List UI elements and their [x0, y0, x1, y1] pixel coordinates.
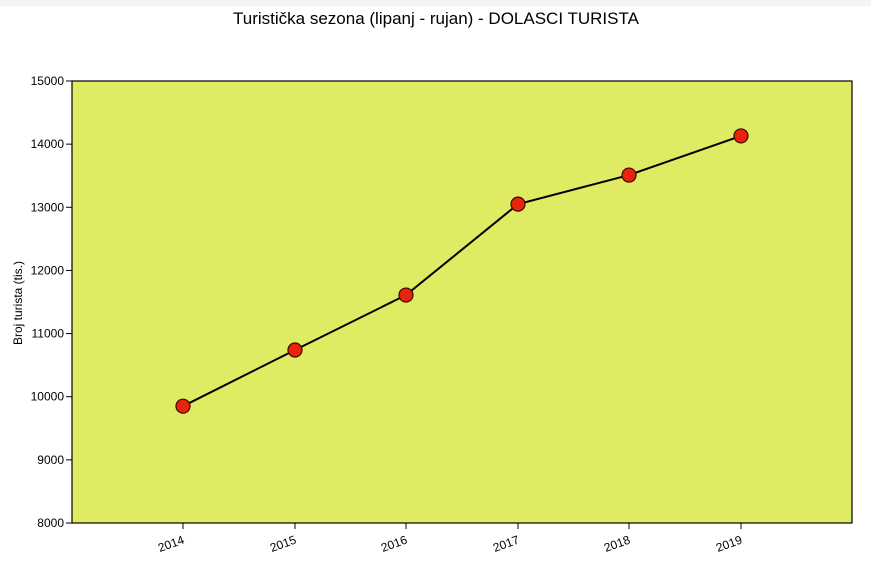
data-point [398, 287, 414, 303]
series-layer [175, 128, 749, 414]
data-point [733, 128, 749, 144]
y-tick-label: 12000 [31, 263, 65, 277]
y-tick-label: 14000 [31, 137, 65, 151]
data-point [621, 167, 637, 183]
y-tick-label: 9000 [37, 453, 64, 467]
y-tick-label: 10000 [31, 390, 65, 404]
x-tick-label: 2015 [268, 533, 298, 555]
top-strip [0, 0, 871, 6]
x-tick-label: 2016 [379, 533, 409, 555]
y-tick-label: 13000 [31, 200, 65, 214]
series-line [182, 134, 742, 408]
plot-area [71, 80, 853, 524]
x-tick-label: 2017 [491, 533, 521, 555]
data-point [175, 398, 191, 414]
y-tick-label: 8000 [37, 516, 64, 530]
x-tick-label: 2019 [714, 533, 744, 555]
x-tick-label: 2018 [602, 533, 632, 555]
data-point [510, 196, 526, 212]
x-axis: 2014 2015 2016 2017 2018 2019 [156, 523, 744, 555]
y-tick-label: 11000 [32, 327, 65, 341]
x-tick-label: 2014 [156, 533, 186, 555]
y-axis: 8000 9000 10000 11000 12000 13000 14000 15000 [31, 74, 72, 530]
chart-title: Turistička sezona (lipanj - rujan) - DOL… [233, 9, 640, 28]
y-axis-label: Broj turista (tis.) [11, 261, 25, 345]
data-point [287, 342, 303, 358]
y-tick-label: 15000 [31, 74, 65, 88]
